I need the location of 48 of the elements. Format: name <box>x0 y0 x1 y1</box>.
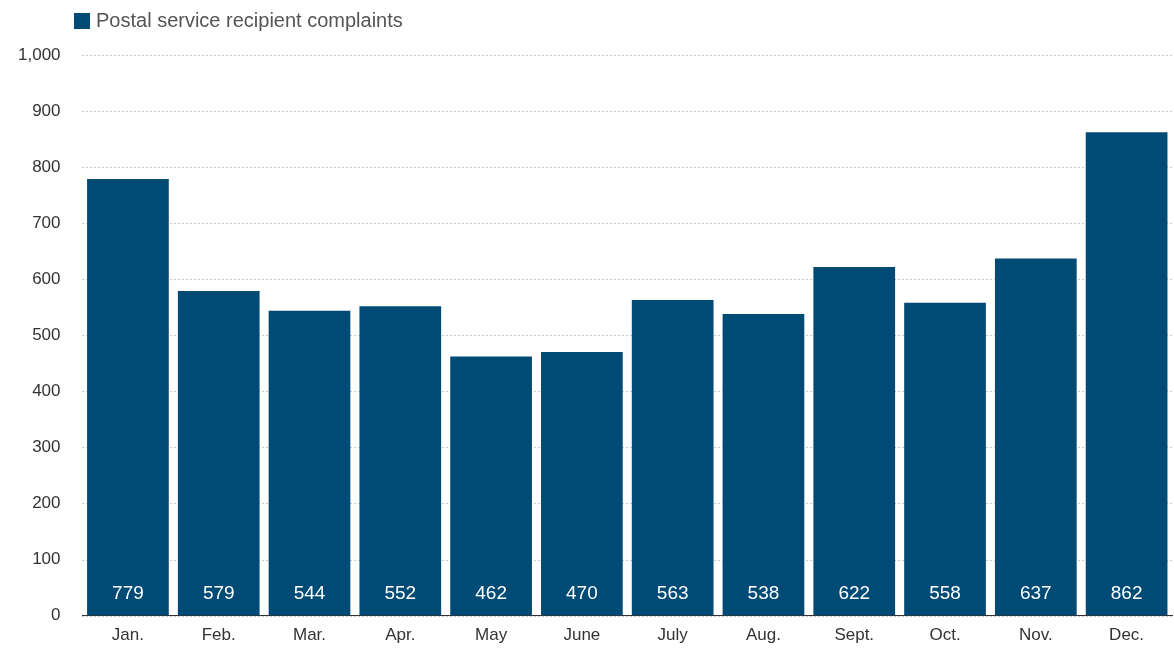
y-tick-label: 300 <box>32 437 61 457</box>
x-tick-label: May <box>475 625 508 645</box>
y-tick-label: 100 <box>32 549 61 569</box>
data-label: 538 <box>747 581 780 603</box>
y-tick-label: 800 <box>32 156 61 176</box>
data-label: 462 <box>475 581 507 603</box>
data-label: 779 <box>112 581 144 603</box>
x-tick-label: Dec. <box>1109 625 1145 645</box>
data-label: 563 <box>656 581 689 603</box>
bar <box>994 258 1077 616</box>
y-tick-label: 900 <box>32 100 61 120</box>
bar <box>541 352 623 616</box>
y-tick-label: 700 <box>32 212 61 232</box>
x-tick-label: June <box>563 625 601 645</box>
data-label: 622 <box>838 581 871 603</box>
y-tick-label: 200 <box>32 493 61 513</box>
x-tick-label: Apr. <box>385 625 416 645</box>
x-tick-label: Sept. <box>834 625 875 645</box>
x-tick-label: July <box>657 625 689 645</box>
y-tick-label: 600 <box>32 268 61 288</box>
x-tick-label: Oct. <box>929 625 961 645</box>
data-label: 544 <box>293 581 326 603</box>
data-label: 470 <box>566 581 598 603</box>
x-tick-label: Feb. <box>201 625 236 645</box>
data-label: 552 <box>384 581 417 603</box>
bar <box>631 299 714 616</box>
data-label: 862 <box>1110 581 1143 603</box>
bar <box>268 310 351 616</box>
legend-label: Postal service recipient complaints <box>96 9 403 32</box>
y-tick-label: 500 <box>32 324 61 344</box>
y-tick-label: 1,000 <box>17 44 61 64</box>
bar <box>359 306 442 616</box>
bar <box>1085 132 1168 616</box>
bar <box>722 314 805 616</box>
data-label: 579 <box>202 581 235 603</box>
y-tick-label: 0 <box>51 605 61 625</box>
data-label: 558 <box>929 581 961 603</box>
bar <box>450 356 532 616</box>
x-tick-label: Mar. <box>292 625 327 645</box>
data-label: 637 <box>1019 581 1052 603</box>
y-tick-label: 400 <box>32 381 61 401</box>
bar <box>904 302 986 616</box>
x-tick-label: Nov. <box>1018 625 1053 645</box>
bar <box>813 266 896 616</box>
bar <box>177 291 260 616</box>
x-tick-label: Aug. <box>745 625 781 645</box>
x-tick-label: Jan. <box>111 625 145 645</box>
bar <box>87 178 169 616</box>
